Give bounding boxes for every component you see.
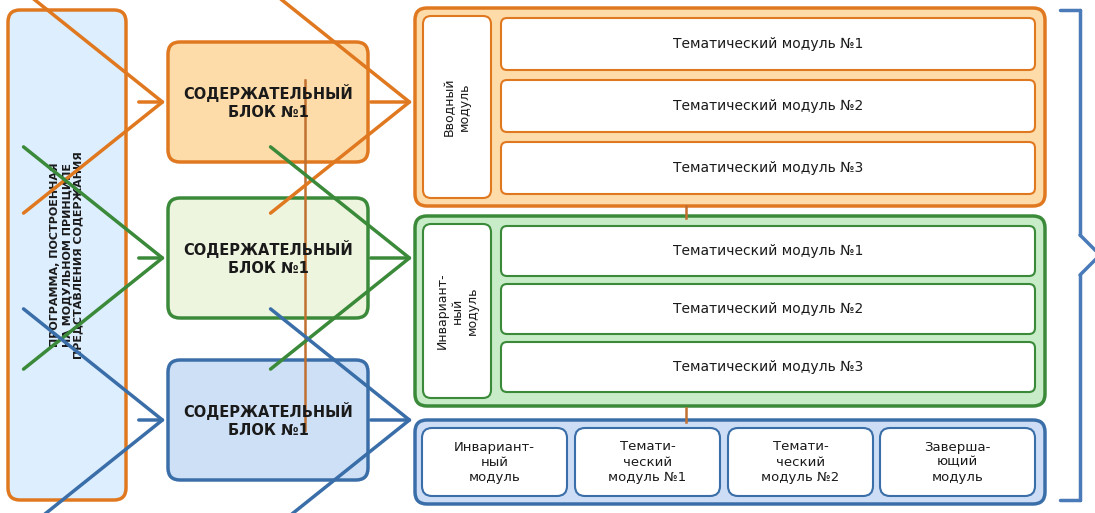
FancyBboxPatch shape — [8, 10, 126, 500]
FancyBboxPatch shape — [168, 42, 368, 162]
FancyBboxPatch shape — [728, 428, 873, 496]
Text: Тематический модуль №3: Тематический модуль №3 — [672, 360, 863, 374]
FancyBboxPatch shape — [502, 226, 1035, 276]
Text: Тематический модуль №1: Тематический модуль №1 — [672, 244, 863, 258]
FancyBboxPatch shape — [423, 224, 491, 398]
FancyBboxPatch shape — [502, 80, 1035, 132]
FancyBboxPatch shape — [168, 198, 368, 318]
Text: Темати-
ческий
модуль №1: Темати- ческий модуль №1 — [609, 441, 687, 483]
FancyBboxPatch shape — [168, 360, 368, 480]
Text: Тематический модуль №3: Тематический модуль №3 — [672, 161, 863, 175]
FancyBboxPatch shape — [415, 216, 1045, 406]
FancyBboxPatch shape — [502, 18, 1035, 70]
FancyBboxPatch shape — [415, 8, 1045, 206]
Text: Инвариант-
ный
модуль: Инвариант- ный модуль — [436, 273, 479, 349]
Text: Тематический модуль №2: Тематический модуль №2 — [672, 99, 863, 113]
Text: Завершa-
ющий
модуль: Завершa- ющий модуль — [924, 441, 991, 483]
Text: ПРОГРАММА, ПОСТРОЕННАЯ
НА МОДУЛЬНОМ ПРИНЦИПЕ
ПРЕДСТАВЛЕНИЯ СОДЕРЖАНИЯ: ПРОГРАММА, ПОСТРОЕННАЯ НА МОДУЛЬНОМ ПРИН… — [50, 151, 83, 359]
FancyBboxPatch shape — [502, 342, 1035, 392]
FancyBboxPatch shape — [502, 142, 1035, 194]
FancyBboxPatch shape — [575, 428, 721, 496]
FancyBboxPatch shape — [423, 16, 491, 198]
Text: Вводный
модуль: Вводный модуль — [443, 78, 471, 136]
Text: СОДЕРЖАТЕЛЬНЫЙ
БЛОК №1: СОДЕРЖАТЕЛЬНЫЙ БЛОК №1 — [183, 240, 353, 275]
FancyBboxPatch shape — [422, 428, 567, 496]
Text: Тематический модуль №1: Тематический модуль №1 — [672, 37, 863, 51]
Text: Инвариант-
ный
модуль: Инвариант- ный модуль — [454, 441, 535, 483]
Text: Темати-
ческий
модуль №2: Темати- ческий модуль №2 — [761, 441, 840, 483]
FancyBboxPatch shape — [415, 420, 1045, 504]
Text: СОДЕРЖАТЕЛЬНЫЙ
БЛОК №1: СОДЕРЖАТЕЛЬНЫЙ БЛОК №1 — [183, 402, 353, 438]
Text: СОДЕРЖАТЕЛЬНЫЙ
БЛОК №1: СОДЕРЖАТЕЛЬНЫЙ БЛОК №1 — [183, 84, 353, 120]
FancyBboxPatch shape — [880, 428, 1035, 496]
FancyBboxPatch shape — [502, 284, 1035, 334]
Text: Тематический модуль №2: Тематический модуль №2 — [672, 302, 863, 316]
